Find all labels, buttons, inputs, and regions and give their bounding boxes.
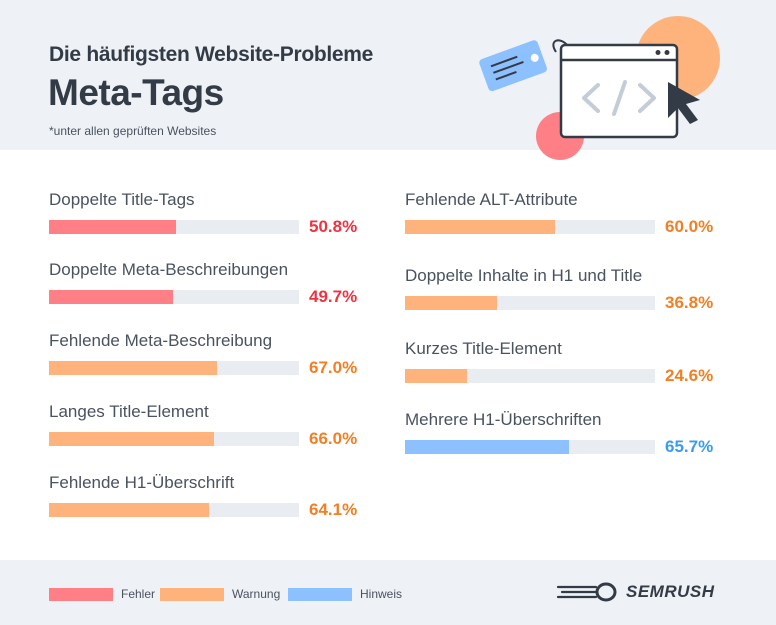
bar-label: Fehlende H1-Überschrift: [49, 473, 235, 492]
bar: [49, 290, 174, 304]
legend-item: Fehler: [49, 587, 155, 601]
legend-label: Warnung: [232, 587, 281, 601]
cursor-icon: [668, 82, 700, 124]
tag-icon: [479, 40, 547, 92]
bar-track: [405, 440, 655, 454]
bar-track: [49, 503, 299, 517]
bar-track: [405, 369, 655, 383]
illustration: [479, 16, 720, 160]
bar-label: Doppelte Title-Tags: [49, 190, 195, 209]
bar: [49, 220, 176, 234]
browser-window-icon: [559, 43, 679, 139]
bar-track: [49, 220, 299, 234]
bar-track: [49, 432, 299, 446]
bar: [405, 220, 555, 234]
bar: [405, 369, 467, 383]
bar-value-label: 67.0%: [309, 358, 358, 377]
bar: [405, 296, 497, 310]
bar-value-label: 66.0%: [309, 429, 358, 448]
legend-swatch: [49, 587, 113, 601]
brand-name: SEMRUSH: [626, 582, 715, 601]
bar-label: Doppelte Inhalte in H1 und Title: [405, 266, 643, 285]
chart-title: Meta-Tags: [48, 72, 224, 113]
legend-label: Fehler: [121, 587, 156, 601]
bar-label: Mehrere H1-Überschriften: [405, 410, 602, 429]
bar: [49, 503, 210, 517]
bar-value-label: 49.7%: [309, 287, 358, 306]
bar-label: Kurzes Title-Element: [405, 339, 562, 358]
footer-band: [0, 560, 776, 625]
semrush-logo-icon: [556, 582, 617, 602]
bar: [49, 432, 214, 446]
bar-value-label: 50.8%: [309, 217, 358, 236]
bar: [405, 440, 570, 454]
legend-label: Hinweis: [360, 587, 403, 601]
bar-value-label: 36.8%: [665, 293, 714, 312]
bar-value-label: 60.0%: [665, 217, 714, 236]
bar-value-label: 24.6%: [665, 366, 714, 385]
legend-swatch: [288, 587, 352, 601]
chart-subtitle: Die häufigsten Website-Probleme: [49, 43, 374, 66]
brand-logo: SEMRUSH: [556, 581, 715, 603]
footnote: *unter allen geprüften Websites: [49, 124, 217, 138]
bar-value-label: 64.1%: [309, 500, 358, 519]
bar-track: [49, 361, 299, 375]
bar-track: [49, 290, 299, 304]
code-icon: [582, 80, 656, 116]
bar-label: Fehlende Meta-Beschreibung: [49, 331, 273, 350]
bar-value-label: 65.7%: [665, 437, 714, 456]
bar-track: [405, 220, 655, 234]
bar-track: [405, 296, 655, 310]
bar-label: Fehlende ALT-Attribute: [405, 190, 578, 209]
bar: [49, 361, 217, 375]
bar-label: Langes Title-Element: [49, 402, 209, 421]
legend-item: Hinweis: [288, 587, 402, 601]
legend-item: Warnung: [160, 587, 280, 601]
bar-label: Doppelte Meta-Beschreibungen: [49, 260, 289, 279]
legend-swatch: [160, 587, 224, 601]
